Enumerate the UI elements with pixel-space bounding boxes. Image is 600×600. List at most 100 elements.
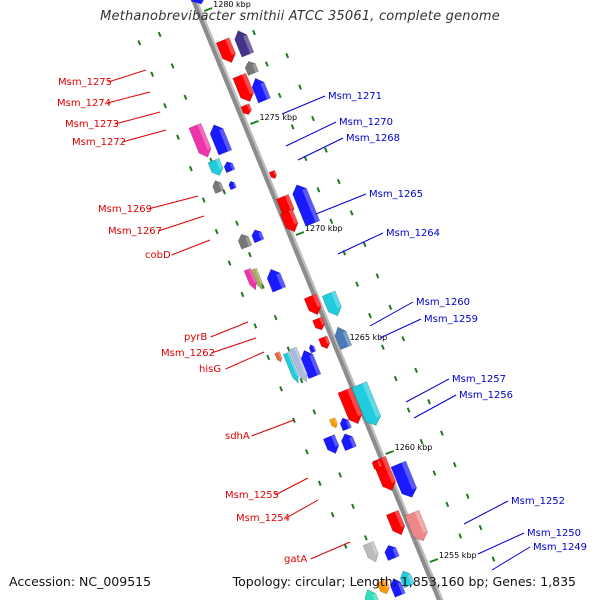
- gene-arrow: [376, 578, 390, 595]
- gene-highlight: [219, 128, 232, 152]
- gene-feature: [251, 77, 271, 104]
- gene-label-plus: Msm_1267: [108, 215, 205, 237]
- track-dot: [368, 313, 372, 319]
- gene-name-label: Msm_1260: [416, 297, 470, 308]
- gene-arrow: [251, 229, 265, 244]
- gene-highlight: [381, 456, 396, 483]
- gene-arrow: [385, 509, 406, 536]
- gene-feature: [318, 335, 331, 349]
- gene-arrow: [351, 381, 382, 426]
- gene-feature: [308, 344, 317, 354]
- track-dot: [364, 535, 368, 541]
- gene-arrow: [318, 335, 331, 349]
- genome-summary-text: Topology: circular; Length: 1,853,160 bp…: [232, 574, 576, 589]
- gene-name-label: Msm_1274: [57, 98, 111, 109]
- gene-leader-line: [148, 195, 199, 210]
- gene-leader-line: [405, 378, 450, 403]
- gene-name-label: Msm_1269: [98, 204, 152, 215]
- gene-leader-line: [491, 546, 531, 571]
- gene-arrow: [384, 545, 400, 561]
- gene-arrow: [300, 350, 322, 380]
- track-dot: [351, 503, 355, 510]
- gene-arrow: [404, 509, 428, 542]
- gene-leader-line: [210, 321, 249, 338]
- gene-arrow: [215, 37, 236, 63]
- gene-name-label: Msm_1273: [65, 119, 119, 130]
- gene-arrow: [292, 184, 321, 227]
- gene-name-label: Msm_1252: [511, 496, 565, 507]
- gene-highlight: [243, 34, 254, 54]
- gene-label-plus: Msm_1272: [72, 129, 167, 148]
- gene-highlight: [294, 346, 308, 375]
- gene-label-minus: Msm_1252: [463, 496, 565, 525]
- track-dot: [214, 228, 219, 235]
- gene-feature: [390, 578, 406, 598]
- gene-leader-line: [413, 394, 457, 419]
- track-dot: [427, 399, 431, 405]
- gene-leader-line: [115, 111, 161, 125]
- gene-feature: [282, 351, 299, 384]
- gene-feature: [364, 589, 379, 600]
- genome-title: Methanobrevibacter smithii ATCC 35061, c…: [100, 9, 500, 24]
- gene-name-label: Msm_1264: [386, 228, 440, 239]
- track-dot: [227, 260, 232, 266]
- gene-highlight: [345, 420, 352, 429]
- gene-highlight: [377, 460, 382, 468]
- gene-name-label: Msm_1249: [533, 542, 587, 553]
- gene-name-label: gatA: [284, 554, 307, 565]
- gene-arrow: [399, 570, 415, 589]
- track-dot: [252, 29, 256, 36]
- gene-feature: [250, 267, 263, 291]
- gene-leader-line: [315, 193, 367, 215]
- gene-leader-line: [281, 95, 326, 115]
- gene-name-label: Msm_1271: [328, 91, 382, 102]
- gene-highlight: [302, 188, 320, 223]
- track-dot: [465, 493, 470, 499]
- gene-arrow: [212, 180, 225, 194]
- gene-arrow: [279, 208, 299, 233]
- gene-name-label: Msm_1259: [424, 314, 478, 325]
- gene-arrow: [282, 351, 299, 384]
- gene-label-plus: Msm_1273: [65, 111, 161, 130]
- gene-highlight: [392, 547, 400, 558]
- gene-arrow: [243, 267, 257, 291]
- axis-tick: [385, 450, 394, 455]
- track-dot: [264, 61, 269, 67]
- gene-feature: [190, 0, 204, 5]
- track-dot: [419, 438, 424, 445]
- gene-leader-line: [379, 318, 422, 339]
- gene-highlight: [333, 417, 338, 425]
- track-dot: [312, 409, 317, 415]
- gene-highlight: [324, 335, 330, 345]
- track-dot: [285, 52, 290, 59]
- track-dot: [235, 220, 239, 226]
- gene-arrow: [223, 161, 236, 174]
- gene-feature: [322, 434, 340, 454]
- gene-highlight: [342, 331, 352, 347]
- gene-label-plus: pyrB: [184, 321, 249, 343]
- gene-highlight: [260, 82, 271, 100]
- gene-label-plus: cobD: [145, 239, 211, 261]
- track-dot: [277, 92, 282, 99]
- track-dot: [445, 501, 450, 508]
- gene-highlight: [215, 158, 223, 170]
- axis-tick-label: 1260 kbp: [395, 443, 433, 452]
- track-dots: [137, 40, 348, 549]
- gene-label-minus: Msm_1264: [337, 228, 440, 255]
- gene-leader-line: [107, 91, 151, 104]
- gene-feature: [266, 268, 287, 293]
- gene-leader-line: [251, 419, 295, 437]
- track-dot: [316, 187, 321, 193]
- gene-label-plus: hisG: [199, 351, 265, 375]
- track-dot: [240, 291, 245, 298]
- track-dot: [163, 103, 167, 109]
- gene-feature: [300, 350, 322, 380]
- gene-label-plus: Msm_1275: [58, 69, 147, 88]
- axis-tick-label: 1255 kbp: [439, 551, 477, 560]
- gene-feature: [312, 316, 326, 331]
- track-dot: [380, 344, 385, 350]
- gene-highlight: [258, 231, 265, 241]
- gene-feature: [385, 509, 406, 536]
- gene-feature: [341, 433, 357, 452]
- gene-label-minus: Msm_1257: [405, 374, 506, 403]
